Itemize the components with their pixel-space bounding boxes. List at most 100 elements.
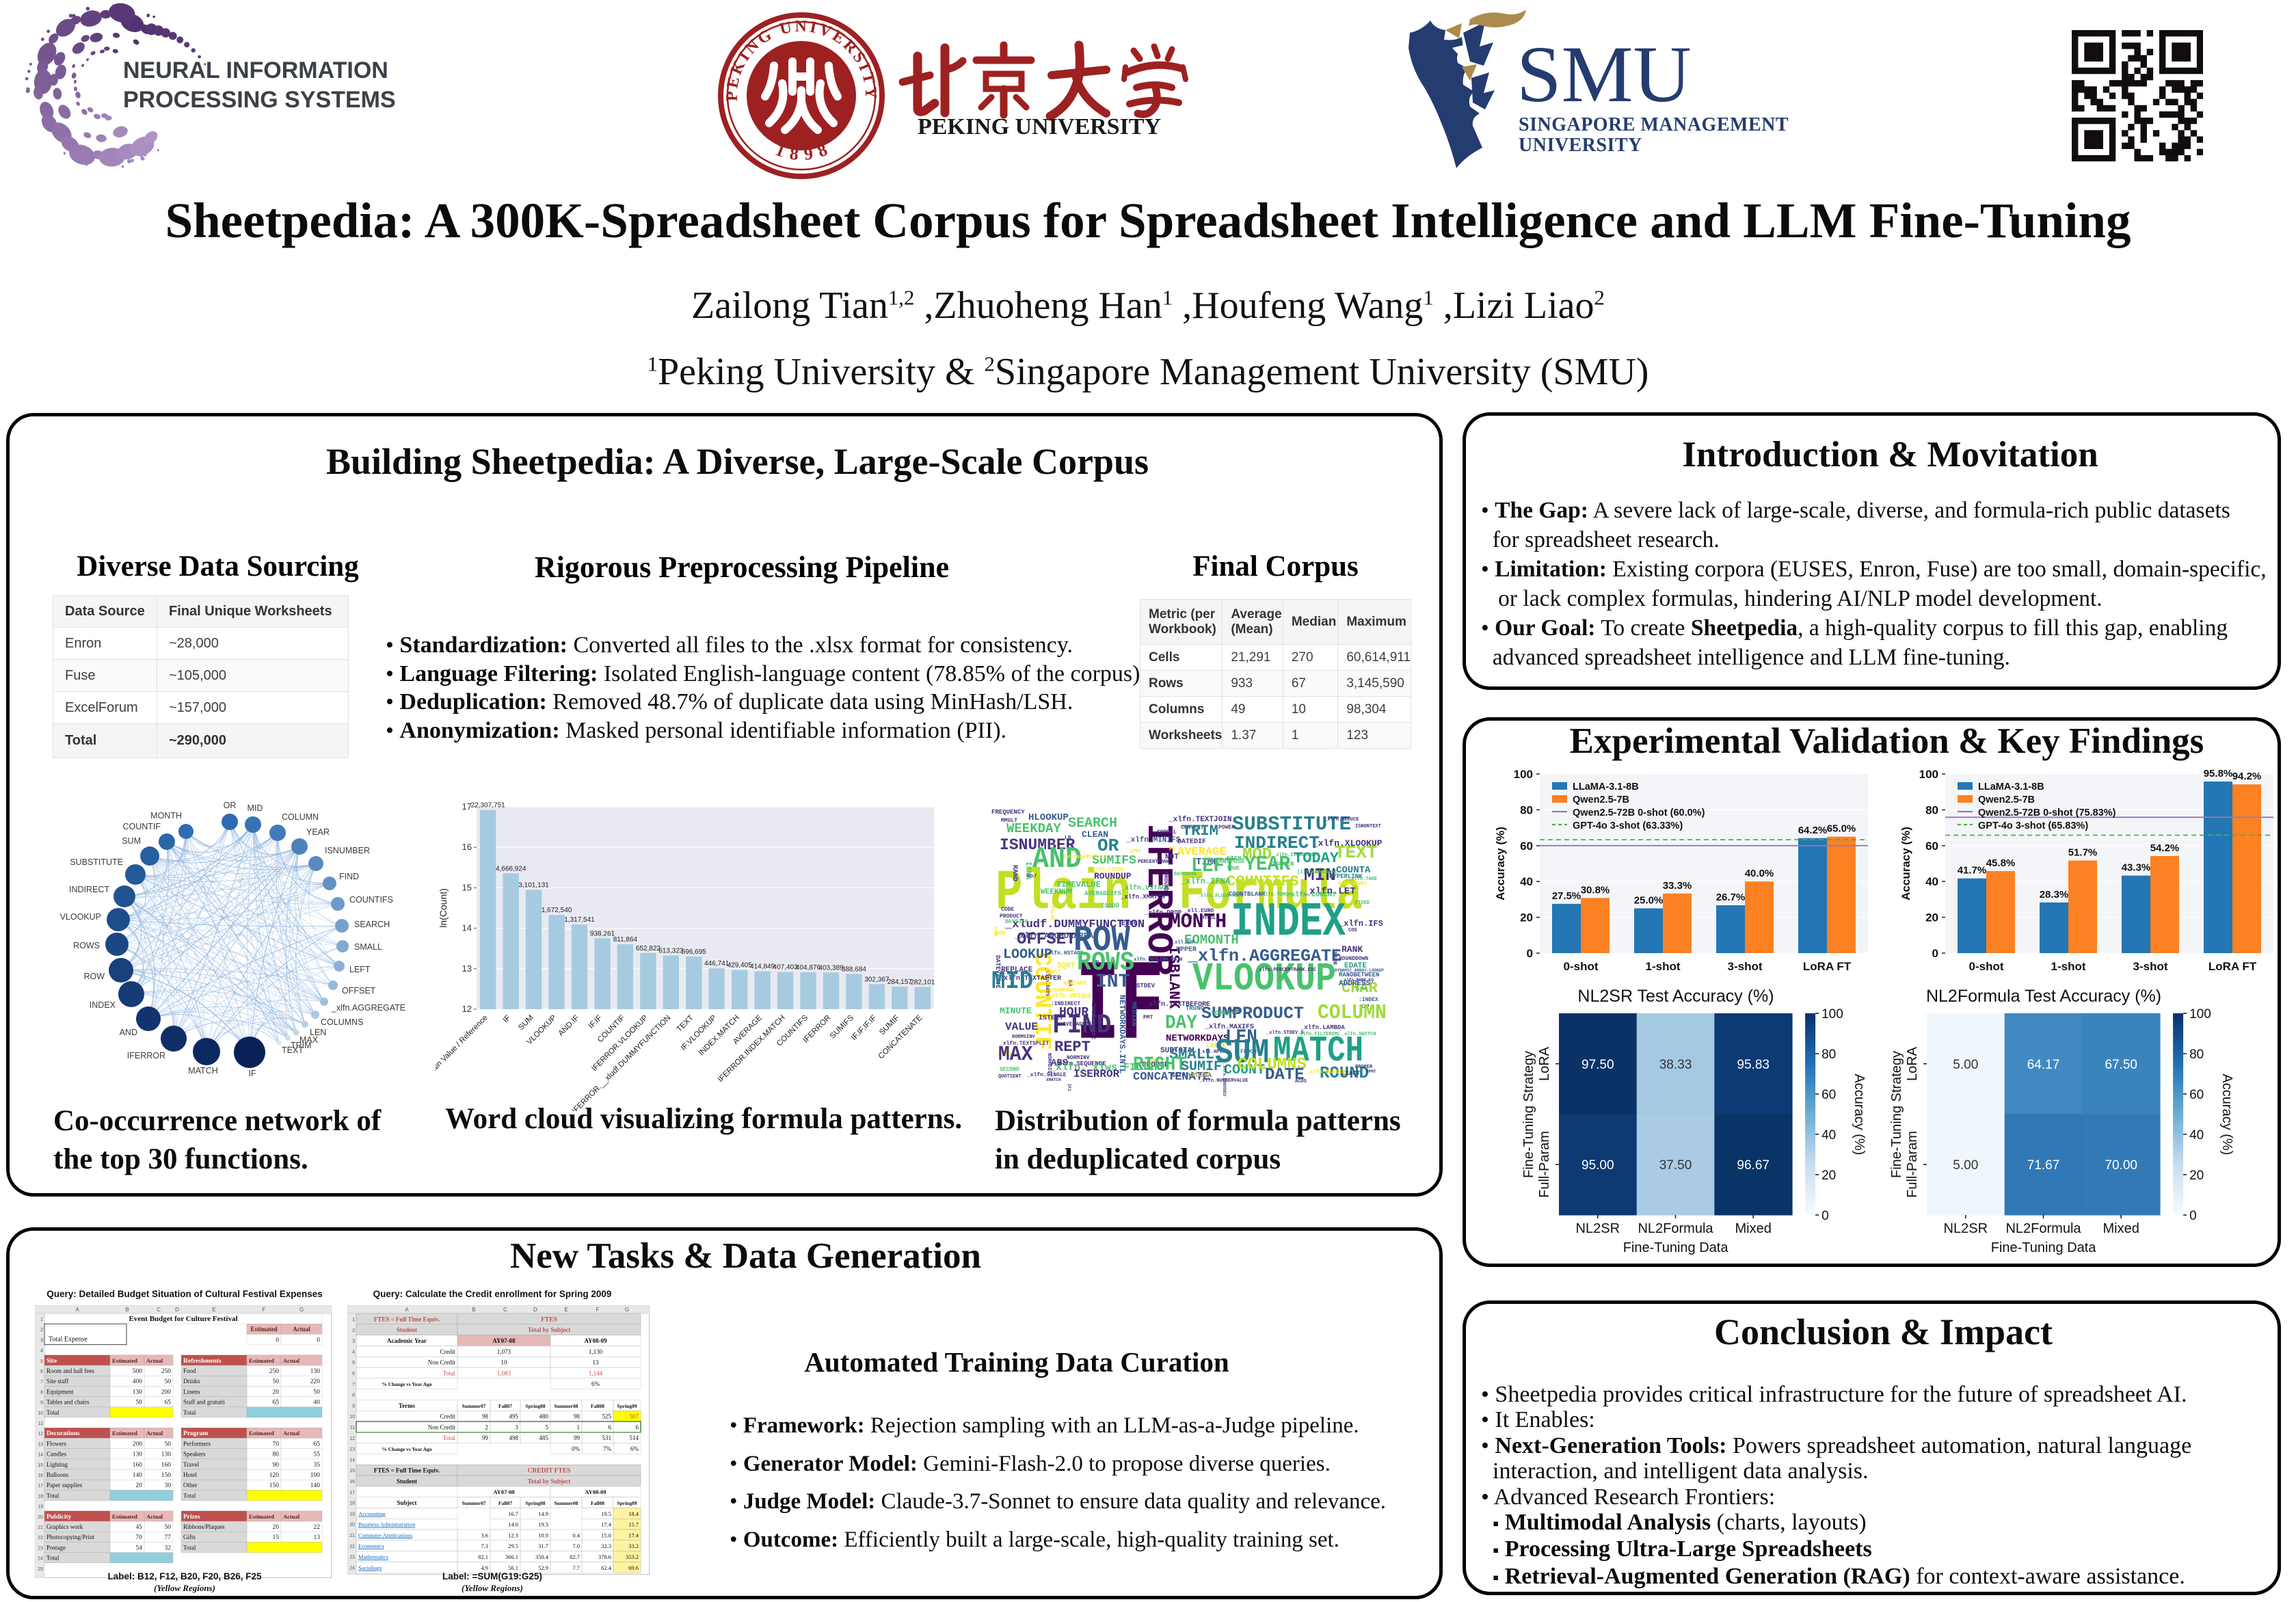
svg-text:NL2SR: NL2SR xyxy=(1576,1221,1620,1236)
svg-text:404,876: 404,876 xyxy=(796,964,821,972)
svg-text:130: 130 xyxy=(133,1389,143,1396)
svg-text:Room and hall fees: Room and hall fees xyxy=(46,1367,94,1374)
svg-text:130: 130 xyxy=(133,1452,143,1458)
svg-text:NL2Formula: NL2Formula xyxy=(2005,1221,2081,1236)
svg-text:C: C xyxy=(157,1307,161,1313)
svg-text:160: 160 xyxy=(161,1462,172,1469)
svg-text:Subject: Subject xyxy=(397,1499,417,1506)
svg-text:Credit: Credit xyxy=(440,1348,456,1355)
svg-text:96.67: 96.67 xyxy=(1737,1158,1770,1173)
svg-text:Sociology: Sociology xyxy=(358,1564,382,1571)
svg-text:Lighting: Lighting xyxy=(46,1461,68,1468)
svg-text:150: 150 xyxy=(161,1472,172,1479)
svg-text:1: 1 xyxy=(577,1424,580,1430)
svg-text:24: 24 xyxy=(38,1557,43,1562)
svg-text:20: 20 xyxy=(273,1389,280,1396)
svg-text:Spring08: Spring08 xyxy=(525,1403,545,1409)
svg-text:IF: IF xyxy=(248,1069,256,1078)
svg-text:COUNTIF: COUNTIF xyxy=(122,822,161,831)
svg-text:70: 70 xyxy=(273,1441,280,1447)
svg-text:E: E xyxy=(564,1307,568,1313)
svg-text:IFERROR.__xludf.DUMMYFUNCTION: IFERROR.__xludf.DUMMYFUNCTION xyxy=(571,1014,673,1111)
svg-text:Estimated: Estimated xyxy=(249,1513,274,1520)
svg-text:65: 65 xyxy=(273,1400,280,1406)
svg-text:0: 0 xyxy=(1821,1209,1829,1223)
svg-text:_xlfn.AGGREGATE: _xlfn.AGGREGATE xyxy=(331,1003,405,1013)
svg-text:120: 120 xyxy=(269,1472,280,1479)
svg-text:613,323: 613,323 xyxy=(658,948,684,955)
svg-text:26.7%: 26.7% xyxy=(1716,892,1746,903)
svg-text:403,389: 403,389 xyxy=(818,964,844,972)
svg-text:67.50: 67.50 xyxy=(2105,1058,2137,1072)
svg-text:31.7: 31.7 xyxy=(538,1543,548,1549)
svg-text:ROWS: ROWS xyxy=(73,941,100,950)
svg-text:38.33: 38.33 xyxy=(1659,1058,1692,1072)
svg-text:LoRA FT: LoRA FT xyxy=(2208,960,2257,973)
svg-text:13: 13 xyxy=(314,1534,321,1541)
svg-text:3.6: 3.6 xyxy=(481,1532,488,1538)
svg-text:Total: Total xyxy=(46,1409,59,1416)
svg-text:PROCESSING SYSTEMS: PROCESSING SYSTEMS xyxy=(123,87,396,113)
svg-text:52.9: 52.9 xyxy=(538,1564,548,1571)
svg-text:% Change vs Year Ago: % Change vs Year Ago xyxy=(382,1381,432,1387)
svg-text:4.9: 4.9 xyxy=(481,1564,488,1571)
svg-text:LoRA: LoRA xyxy=(1905,1046,1920,1081)
svg-text:2: 2 xyxy=(40,1328,43,1333)
svg-text:70: 70 xyxy=(136,1534,143,1541)
svg-text:40.0%: 40.0% xyxy=(1745,868,1774,879)
svg-text:Summer07: Summer07 xyxy=(462,1403,486,1409)
svg-text:19.5: 19.5 xyxy=(601,1510,611,1517)
svg-text:Student: Student xyxy=(397,1478,417,1484)
svg-text:Estimated: Estimated xyxy=(112,1430,137,1437)
svg-text:62.4: 62.4 xyxy=(601,1564,612,1571)
svg-text:100: 100 xyxy=(310,1472,321,1479)
svg-text:LEN: LEN xyxy=(310,1028,326,1037)
svg-text:100: 100 xyxy=(1919,768,1938,781)
svg-text:25.0%: 25.0% xyxy=(1634,895,1664,907)
svg-text:LoRA: LoRA xyxy=(1537,1046,1552,1081)
svg-text:77: 77 xyxy=(165,1534,172,1541)
svg-text:7: 7 xyxy=(352,1383,355,1387)
svg-text:Prizes: Prizes xyxy=(183,1514,200,1521)
svg-text:Full-Param: Full-Param xyxy=(1537,1131,1552,1198)
svg-text:1-shot: 1-shot xyxy=(2051,960,2086,973)
svg-text:Mixed: Mixed xyxy=(1735,1221,1772,1236)
svg-text:41.7%: 41.7% xyxy=(1958,865,1987,877)
svg-text:50: 50 xyxy=(165,1524,172,1531)
svg-text:Postage: Postage xyxy=(46,1544,66,1551)
svg-text:45: 45 xyxy=(136,1524,143,1531)
svg-text:302,367: 302,367 xyxy=(864,976,890,983)
svg-text:Estimated: Estimated xyxy=(112,1357,137,1364)
svg-text:Qwen2.5-72B 0-shot (60.0%): Qwen2.5-72B 0-shot (60.0%) xyxy=(1573,807,1705,818)
svg-text:INDIRECT: INDIRECT xyxy=(69,885,109,894)
svg-text:2: 2 xyxy=(485,1424,489,1430)
svg-text:Candles: Candles xyxy=(46,1451,66,1458)
svg-text:82.7: 82.7 xyxy=(570,1553,580,1560)
svg-text:Actual: Actual xyxy=(146,1430,163,1437)
svg-text:Business Administration: Business Administration xyxy=(358,1521,416,1528)
svg-text:69.6: 69.6 xyxy=(628,1564,639,1571)
svg-text:19: 19 xyxy=(38,1505,43,1510)
svg-text:15: 15 xyxy=(273,1534,280,1541)
svg-text:Drinks: Drinks xyxy=(183,1378,200,1385)
svg-text:MATCH: MATCH xyxy=(188,1066,218,1076)
svg-text:596,695: 596,695 xyxy=(682,948,707,956)
svg-text:6: 6 xyxy=(609,1424,612,1430)
svg-text:Terms: Terms xyxy=(399,1402,416,1409)
svg-text:21: 21 xyxy=(38,1525,43,1530)
svg-text:14: 14 xyxy=(38,1453,43,1458)
svg-text:1: 1 xyxy=(40,1318,43,1322)
svg-text:495: 495 xyxy=(509,1413,519,1420)
svg-text:50: 50 xyxy=(314,1389,321,1396)
svg-text:Total: Total xyxy=(183,1409,196,1416)
svg-text:200: 200 xyxy=(133,1441,143,1447)
svg-text:Non Credit: Non Credit xyxy=(428,1424,456,1430)
svg-text:130: 130 xyxy=(161,1452,172,1458)
svg-text:70.00: 70.00 xyxy=(2105,1158,2137,1173)
svg-text:ISNUMBER: ISNUMBER xyxy=(325,846,370,855)
svg-text:95.83: 95.83 xyxy=(1737,1058,1770,1072)
svg-text:33.2: 33.2 xyxy=(628,1543,639,1549)
svg-text:20: 20 xyxy=(136,1482,143,1489)
svg-text:50: 50 xyxy=(273,1378,280,1385)
svg-text:Non Credit: Non Credit xyxy=(428,1359,456,1366)
